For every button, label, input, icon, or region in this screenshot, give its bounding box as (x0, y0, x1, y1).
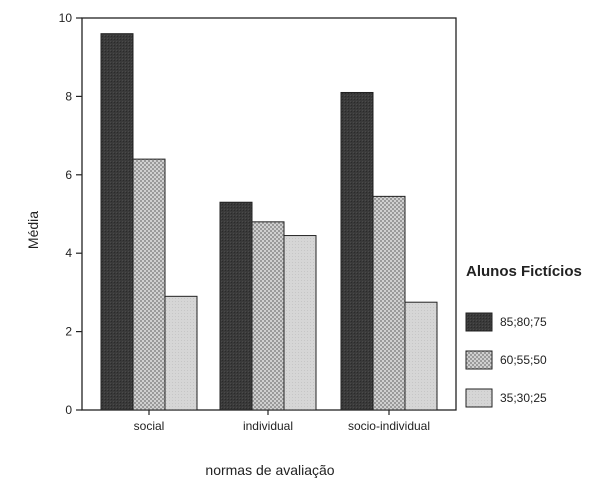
y-tick-label: 6 (65, 168, 72, 182)
y-tick-label: 4 (65, 246, 72, 260)
x-axis-title: normas de avaliação (205, 462, 334, 478)
bar (372, 195, 406, 411)
legend-swatch (465, 312, 493, 332)
bar (100, 33, 134, 411)
bar (164, 295, 198, 411)
x-tick-label: socio-individual (348, 419, 430, 433)
bars (100, 33, 438, 411)
bar (219, 201, 253, 411)
bar (404, 301, 438, 411)
legend-label: 85;80;75 (500, 315, 547, 329)
bar (340, 91, 374, 411)
legend-label: 35;30;25 (500, 391, 547, 405)
legend-label: 60;55;50 (500, 353, 547, 367)
legend-swatch (465, 350, 493, 370)
y-tick-label: 10 (59, 11, 73, 25)
x-axis: social individual socio-individual (134, 410, 430, 433)
y-tick-label: 0 (65, 403, 72, 417)
legend-swatch (465, 388, 493, 408)
y-axis-title: Média (25, 211, 41, 249)
legend-title: Alunos Fictícios (466, 263, 582, 280)
bar (132, 158, 166, 411)
y-tick-label: 8 (65, 89, 72, 103)
legend: Alunos Fictícios 85;80;75 60;55;50 35;30;2… (465, 263, 582, 408)
y-tick-label: 2 (65, 325, 72, 339)
y-axis: 0 2 4 6 8 10 (59, 11, 82, 417)
bar (251, 221, 285, 411)
bar (283, 235, 317, 411)
x-tick-label: social (134, 419, 165, 433)
x-tick-label: individual (243, 419, 293, 433)
